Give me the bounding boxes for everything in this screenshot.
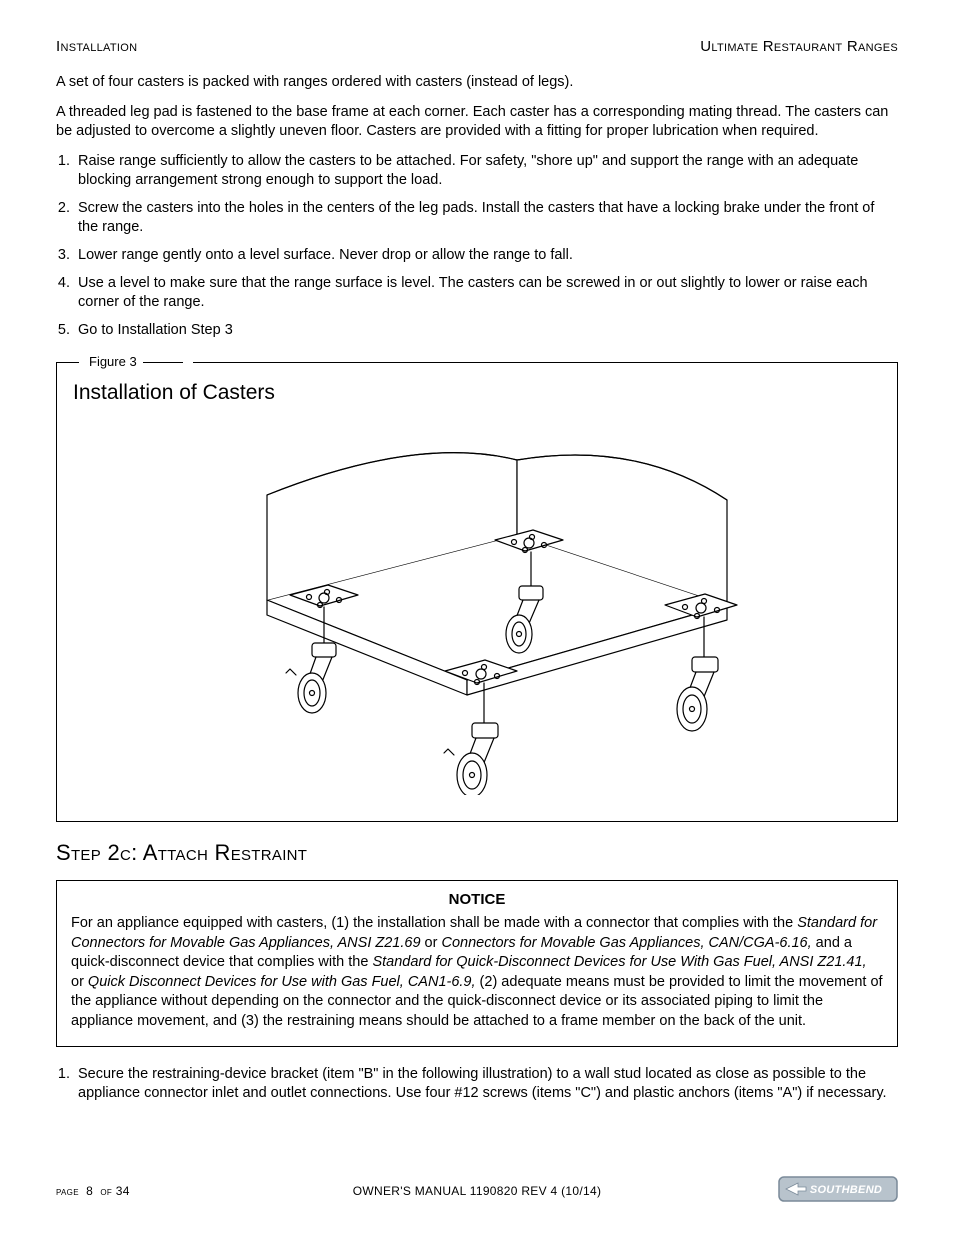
figure-label: Figure 3 [79, 354, 193, 369]
restraint-steps-list: Secure the restraining-device bracket (i… [74, 1065, 898, 1104]
notice-italic: Quick Disconnect Devices for Use with Ga… [88, 974, 476, 990]
step-item: Raise range sufficiently to allow the ca… [74, 152, 898, 191]
notice-italic: Connectors for Movable Gas Appliances, C… [441, 935, 811, 951]
header-left: Installation [56, 38, 137, 55]
section-title-step-2c: Step 2c: Attach Restraint [56, 840, 898, 866]
step-item: Lower range gently onto a level surface.… [74, 246, 898, 266]
step-item: Screw the casters into the holes in the … [74, 199, 898, 238]
notice-title: NOTICE [71, 891, 883, 908]
intro-paragraph-1: A set of four casters is packed with ran… [56, 73, 898, 93]
step-item: Secure the restraining-device bracket (i… [74, 1065, 898, 1104]
notice-italic: Standard for Quick-Disconnect Devices fo… [372, 954, 866, 970]
step-item: Go to Installation Step 3 [74, 321, 898, 341]
page-header: Installation Ultimate Restaurant Ranges [56, 38, 898, 55]
figure-label-text: Figure 3 [89, 354, 137, 369]
installation-steps-list: Raise range sufficiently to allow the ca… [74, 152, 898, 341]
notice-text: For an appliance equipped with casters, … [71, 915, 797, 931]
notice-text: or [71, 974, 88, 990]
caster-diagram-icon [167, 405, 787, 795]
page-footer: page 8 of 34 OWNER'S MANUAL 1190820 REV … [56, 1176, 898, 1205]
notice-text: or [421, 935, 442, 951]
notice-body: For an appliance equipped with casters, … [71, 914, 883, 1031]
header-right: Ultimate Restaurant Ranges [700, 38, 898, 55]
footer-manual: OWNER'S MANUAL 1190820 REV 4 (10/14) [56, 1184, 898, 1198]
intro-paragraph-2: A threaded leg pad is fastened to the ba… [56, 103, 898, 142]
figure-3-box: Figure 3 Installation of Casters [56, 362, 898, 822]
step-item: Use a level to make sure that the range … [74, 274, 898, 313]
figure-title: Installation of Casters [73, 381, 897, 405]
notice-box: NOTICE For an appliance equipped with ca… [56, 880, 898, 1046]
